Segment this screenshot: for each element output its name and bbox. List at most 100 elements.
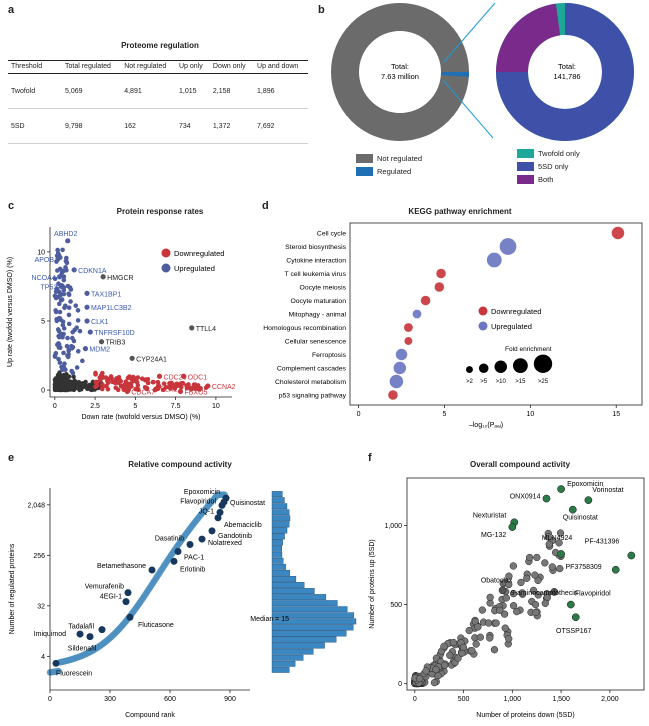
histogram-bar: [271, 630, 347, 637]
compound-point: [446, 651, 454, 659]
histogram-bar: [271, 515, 291, 522]
y-tick-label: 0: [398, 681, 402, 688]
table-cell: 5SD: [8, 108, 62, 145]
data-point-down: [105, 380, 111, 386]
labeled-point: [129, 355, 135, 361]
data-point-up: [53, 350, 59, 356]
legend-marker: [161, 263, 171, 273]
compound-point: [459, 643, 468, 652]
data-point-up: [71, 338, 77, 344]
x-tick-label: 2,000: [601, 696, 619, 703]
compound-point: [440, 642, 448, 650]
data-point-down: [167, 381, 172, 386]
compound-point: [505, 572, 513, 580]
legend-marker: [478, 321, 488, 331]
labeled-point: [584, 496, 593, 504]
histogram-bar: [271, 618, 357, 625]
point-label: NCOA4: [32, 275, 56, 282]
histogram-bar: [271, 539, 283, 546]
enrichment-bubble: [486, 252, 502, 268]
data-point-up: [57, 309, 63, 315]
compound-point: [513, 607, 521, 616]
labeled-point: [542, 494, 551, 503]
panel-f-chart: Epoxomicin ONX0914 Vorinostat Quisinostat Ne…: [369, 477, 645, 719]
x-tick-label: 10: [526, 411, 534, 418]
labeled-point: [557, 485, 565, 493]
panel-d-chart: Cell cycle Steroid biosynthesis Cytokine i…: [263, 222, 643, 429]
data-point: [58, 372, 63, 378]
plot-frame: [406, 477, 645, 691]
compound-point: [556, 529, 565, 537]
table-cell: 1,896: [254, 73, 308, 110]
labeled-point: [508, 523, 517, 531]
compound-point: [505, 580, 513, 589]
histogram-bar: [271, 497, 285, 504]
panel-d-label: d: [262, 200, 269, 212]
legend-swatch: [517, 149, 534, 158]
histogram-bar: [271, 533, 285, 540]
labeled-point: [87, 329, 93, 335]
compound-point: [416, 674, 424, 683]
legend-marker: [478, 306, 488, 316]
table-header-cell: Up and down: [254, 59, 308, 75]
data-point-up: [70, 370, 76, 376]
data-point-down: [94, 380, 100, 386]
category-label: Cholesterol metabolism: [275, 379, 346, 386]
point-label: Abemaciclib: [224, 522, 262, 529]
data-point-up: [63, 258, 69, 264]
data-point-up: [70, 329, 75, 335]
legend-regulated: Regulated: [356, 167, 411, 176]
point-label: 9-aminocamptothecin: [511, 590, 578, 597]
point-label: ODC1: [188, 374, 208, 381]
left-total-value: 7.63 million: [381, 72, 419, 81]
labeled-point: [122, 598, 130, 606]
histogram-bar: [271, 503, 288, 510]
compound-point: [486, 634, 494, 642]
labeled-point: [65, 238, 71, 244]
labeled-point: [82, 346, 89, 352]
point-label: APOB: [35, 257, 55, 264]
histogram-bar: [271, 654, 304, 661]
labeled-point: [98, 626, 106, 634]
category-label: Cytokine interaction: [286, 258, 346, 265]
data-point-up: [55, 342, 60, 348]
labeled-point: [124, 388, 130, 395]
panel-a-title: Proteome regulation: [121, 41, 199, 50]
data-point-up: [73, 303, 79, 308]
table-cell: 7,692: [254, 108, 308, 145]
y-tick-label: 0: [41, 388, 45, 395]
labeled-point: [84, 318, 90, 324]
connector-line: [442, 79, 494, 139]
labeled-point: [186, 540, 194, 548]
legend-swatch: [517, 162, 534, 171]
enrichment-bubble: [412, 309, 422, 319]
labeled-point: [208, 527, 216, 535]
x-tick-label: 0: [53, 403, 57, 410]
point-label: ABHD2: [54, 231, 77, 238]
category-label: Oocyte meiosis: [300, 285, 347, 292]
data-point-down: [145, 380, 151, 386]
data-point-up: [61, 365, 67, 371]
left-total-label: Total:: [391, 62, 409, 71]
compound-point: [501, 624, 509, 632]
point-label: MDM2: [89, 347, 110, 354]
histogram-bar: [271, 557, 284, 564]
x-tick-label: 10: [212, 403, 220, 410]
labeled-point: [126, 613, 134, 621]
histogram-bar: [271, 624, 354, 631]
labeled-point: [100, 274, 106, 280]
category-label: Cellular senescence: [285, 339, 346, 346]
size-legend-label: >5: [480, 379, 488, 385]
data-point-down: [125, 375, 131, 381]
histogram-bar: [271, 660, 296, 667]
panel-e-title: Relative compound activity: [128, 460, 232, 469]
right-total-value: 141,786: [553, 72, 580, 81]
histogram-bar: [271, 509, 290, 516]
enrichment-bubble: [388, 390, 398, 400]
enrichment-bubble: [404, 337, 413, 345]
data-point-up: [74, 325, 79, 330]
point-label: HMGCR: [107, 275, 133, 282]
data-point-up: [63, 265, 68, 270]
histogram-bar: [271, 551, 283, 558]
y-tick-label: 256: [33, 553, 45, 560]
